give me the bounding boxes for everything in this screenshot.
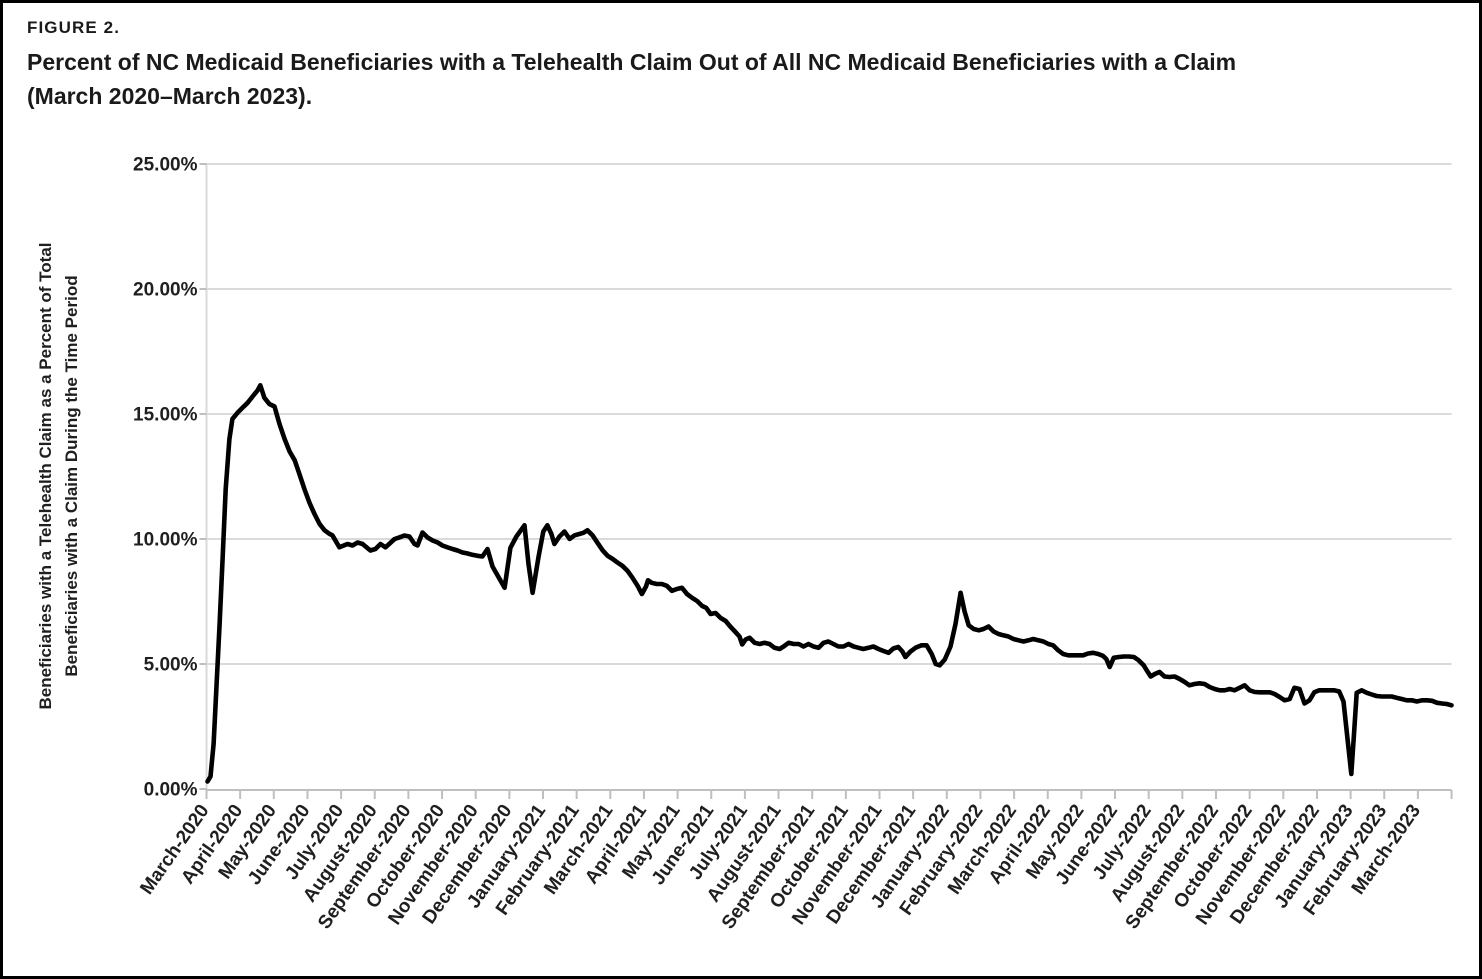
telehealth-percent-line (205, 382, 1454, 784)
gridlines (206, 163, 1452, 665)
y-axis-tick-label: 0.00% (144, 780, 198, 801)
axes (199, 163, 1453, 799)
figure-header: FIGURE 2. Percent of NC Medicaid Benefic… (27, 18, 1461, 113)
line-chart: 0.00% 5.00% 10.00% 15.00% 20.00% 25.00% March… (36, 155, 1454, 933)
y-axis-tick-label: 10.00% (133, 530, 198, 551)
figure-title-line-2: (March 2020–March 2023). (27, 83, 313, 109)
y-axis-tick-label: 5.00% (144, 655, 198, 676)
y-axis-title-line-2: Beneficiaries with a Claim During the Ti… (62, 275, 81, 676)
figure-label: FIGURE 2. (27, 18, 121, 37)
data-series (205, 382, 1454, 784)
y-axis-tick-label: 15.00% (133, 405, 198, 426)
y-axis-title: Beneficiaries with a Telehealth Claim as… (36, 242, 81, 709)
x-axis-tick-labels: March-2020April-2020May-2020June-2020Jul… (136, 800, 1425, 933)
figure-title: Percent of NC Medicaid Beneficiaries wit… (27, 45, 1461, 113)
y-axis-tick-label: 25.00% (133, 155, 198, 176)
y-axis-tick-labels: 0.00% 5.00% 10.00% 15.00% 20.00% 25.00% (133, 155, 198, 801)
figure-title-line-1: Percent of NC Medicaid Beneficiaries wit… (27, 49, 1237, 75)
y-axis-tick-label: 20.00% (133, 280, 198, 301)
y-axis-title-line-1: Beneficiaries with a Telehealth Claim as… (36, 242, 55, 709)
